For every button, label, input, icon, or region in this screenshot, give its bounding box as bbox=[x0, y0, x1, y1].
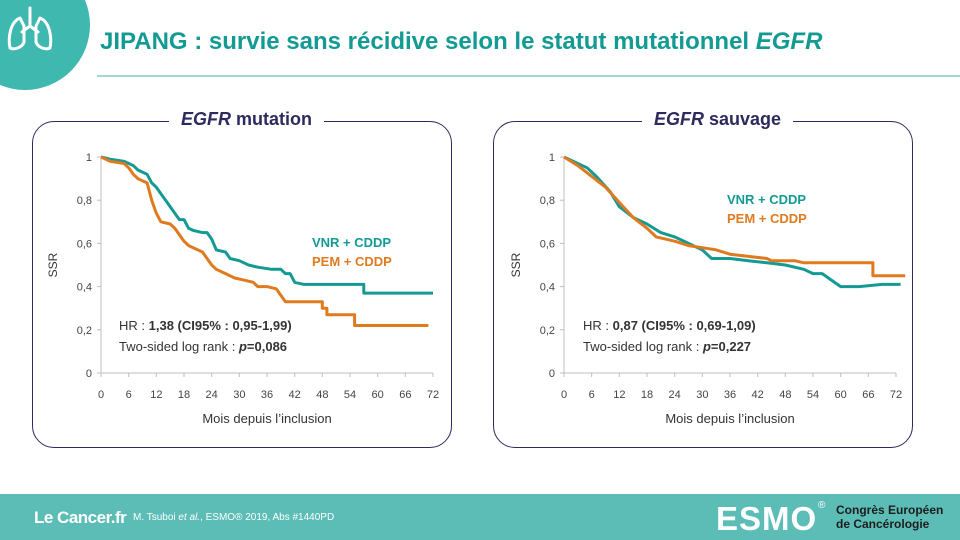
esmo-logo: ESMO bbox=[716, 500, 818, 537]
citation-source: , ESMO® 2019, Abs #1440PD bbox=[200, 512, 335, 523]
panel-title-mutation-text: mutation bbox=[231, 109, 313, 129]
lungs-icon bbox=[7, 6, 53, 51]
panel-title-mutation-italic: EGFR bbox=[181, 109, 232, 129]
citation: M. Tsuboi et al., ESMO® 2019, Abs #1440P… bbox=[133, 512, 334, 523]
legend-item-vnr: VNR + CDDP bbox=[312, 235, 392, 250]
log-rank-p: p bbox=[238, 339, 247, 354]
congres-name: Congrès Européen de Cancérologie bbox=[836, 503, 943, 531]
citation-etal: et al. bbox=[178, 512, 201, 523]
congres-line-2: de Cancérologie bbox=[836, 517, 930, 531]
title-divider bbox=[97, 75, 960, 77]
log-rank-p: p bbox=[702, 339, 711, 354]
log-rank-value: =0,227 bbox=[710, 339, 752, 354]
lecancer-logo[interactable]: Le Cancer.fr bbox=[34, 508, 127, 527]
hazard-ratio: HR : 1,38 (CI95% : 0,95-1,99) bbox=[119, 315, 292, 336]
esmo-registered-mark: ® bbox=[818, 500, 826, 511]
legend-item-vnr: VNR + CDDP bbox=[727, 192, 807, 207]
legend-mutation: VNR + CDDP PEM + CDDP bbox=[312, 233, 392, 271]
panel-title-sauvage-italic: EGFR bbox=[654, 109, 705, 129]
legend-item-pem: PEM + CDDP bbox=[727, 211, 807, 226]
log-rank-label: Two-sided log rank : bbox=[583, 339, 703, 354]
hr-value: 1,38 (CI95% : 0,95-1,99) bbox=[148, 318, 292, 333]
panel-egfr-mutation: EGFR mutation bbox=[32, 109, 452, 448]
log-rank: Two-sided log rank : p=0,227 bbox=[583, 336, 756, 357]
hr-label: HR : bbox=[583, 318, 613, 333]
footer-bar: Le Cancer.fr M. Tsuboi et al., ESMO® 201… bbox=[0, 494, 960, 540]
page-title-text: JIPANG : survie sans récidive selon le s… bbox=[100, 28, 756, 55]
log-rank-value: =0,086 bbox=[246, 339, 288, 354]
legend-sauvage: VNR + CDDP PEM + CDDP bbox=[727, 190, 807, 228]
stats-mutation: HR : 1,38 (CI95% : 0,95-1,99) Two-sided … bbox=[119, 315, 292, 357]
log-rank-label: Two-sided log rank : bbox=[119, 339, 239, 354]
panel-title-sauvage: EGFR sauvage bbox=[642, 109, 794, 130]
hr-label: HR : bbox=[119, 318, 149, 333]
log-rank: Two-sided log rank : p=0,086 bbox=[119, 336, 292, 357]
hr-value: 0,87 (CI95% : 0,69-1,09) bbox=[612, 318, 756, 333]
lungs-logo bbox=[0, 0, 90, 90]
panel-egfr-sauvage: EGFR sauvage bbox=[493, 109, 913, 448]
page-title-italic: EGFR bbox=[755, 28, 823, 55]
hazard-ratio: HR : 0,87 (CI95% : 0,69-1,09) bbox=[583, 315, 756, 336]
legend-item-pem: PEM + CDDP bbox=[312, 254, 392, 269]
citation-author: M. Tsuboi bbox=[133, 512, 179, 523]
panel-title-sauvage-text: sauvage bbox=[704, 109, 782, 129]
panel-title-mutation: EGFR mutation bbox=[169, 109, 325, 130]
stats-sauvage: HR : 0,87 (CI95% : 0,69-1,09) Two-sided … bbox=[583, 315, 756, 357]
congres-line-1: Congrès Européen bbox=[836, 503, 944, 517]
page-title: JIPANG : survie sans récidive selon le s… bbox=[100, 28, 822, 56]
